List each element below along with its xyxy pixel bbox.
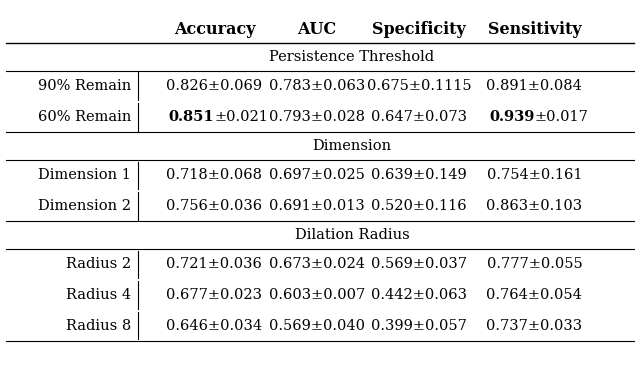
Text: Persistence Threshold: Persistence Threshold [269, 50, 435, 64]
Text: ±0.021: ±0.021 [214, 110, 268, 124]
Text: 0.764±0.054: 0.764±0.054 [486, 288, 582, 302]
Text: 0.939: 0.939 [489, 110, 534, 124]
Text: 0.675±0.1115: 0.675±0.1115 [367, 79, 472, 93]
Text: 0.647±0.073: 0.647±0.073 [371, 110, 467, 124]
Text: Specificity: Specificity [372, 21, 466, 38]
Text: 0.754±0.161: 0.754±0.161 [486, 168, 582, 182]
Text: 0.442±0.063: 0.442±0.063 [371, 288, 467, 302]
Text: 0.826±0.069: 0.826±0.069 [166, 79, 262, 93]
Text: Accuracy: Accuracy [173, 21, 255, 38]
Text: 0.569±0.040: 0.569±0.040 [269, 319, 365, 333]
Text: Dimension 1: Dimension 1 [38, 168, 131, 182]
Text: 0.646±0.034: 0.646±0.034 [166, 319, 262, 333]
Text: 60% Remain: 60% Remain [38, 110, 131, 124]
Text: 0.721±0.036: 0.721±0.036 [166, 257, 262, 272]
Text: Dimension: Dimension [312, 139, 392, 153]
Text: 0.603±0.007: 0.603±0.007 [269, 288, 365, 302]
Text: 0.891±0.084: 0.891±0.084 [486, 79, 582, 93]
Text: 0.520±0.116: 0.520±0.116 [371, 199, 467, 213]
Text: 0.673±0.024: 0.673±0.024 [269, 257, 365, 272]
Text: 0.777±0.055: 0.777±0.055 [486, 257, 582, 272]
Text: AUC: AUC [297, 21, 337, 38]
Text: ±0.017: ±0.017 [534, 110, 588, 124]
Text: 0.718±0.068: 0.718±0.068 [166, 168, 262, 182]
Text: Sensitivity: Sensitivity [488, 21, 581, 38]
Text: 0.783±0.063: 0.783±0.063 [269, 79, 365, 93]
Text: Radius 4: Radius 4 [66, 288, 131, 302]
Text: 0.569±0.037: 0.569±0.037 [371, 257, 467, 272]
Text: 0.863±0.103: 0.863±0.103 [486, 199, 582, 213]
Text: 0.737±0.033: 0.737±0.033 [486, 319, 582, 333]
Text: 90% Remain: 90% Remain [38, 79, 131, 93]
Text: Dimension 2: Dimension 2 [38, 199, 131, 213]
Text: 0.691±0.013: 0.691±0.013 [269, 199, 365, 213]
Text: 0.639±0.149: 0.639±0.149 [371, 168, 467, 182]
Text: 0.756±0.036: 0.756±0.036 [166, 199, 262, 213]
Text: Dilation Radius: Dilation Radius [294, 228, 410, 242]
Text: 0.677±0.023: 0.677±0.023 [166, 288, 262, 302]
Text: 0.697±0.025: 0.697±0.025 [269, 168, 365, 182]
Text: 0.793±0.028: 0.793±0.028 [269, 110, 365, 124]
Text: 0.851: 0.851 [169, 110, 214, 124]
Text: 0.399±0.057: 0.399±0.057 [371, 319, 467, 333]
Text: Radius 2: Radius 2 [66, 257, 131, 272]
Text: Radius 8: Radius 8 [66, 319, 131, 333]
